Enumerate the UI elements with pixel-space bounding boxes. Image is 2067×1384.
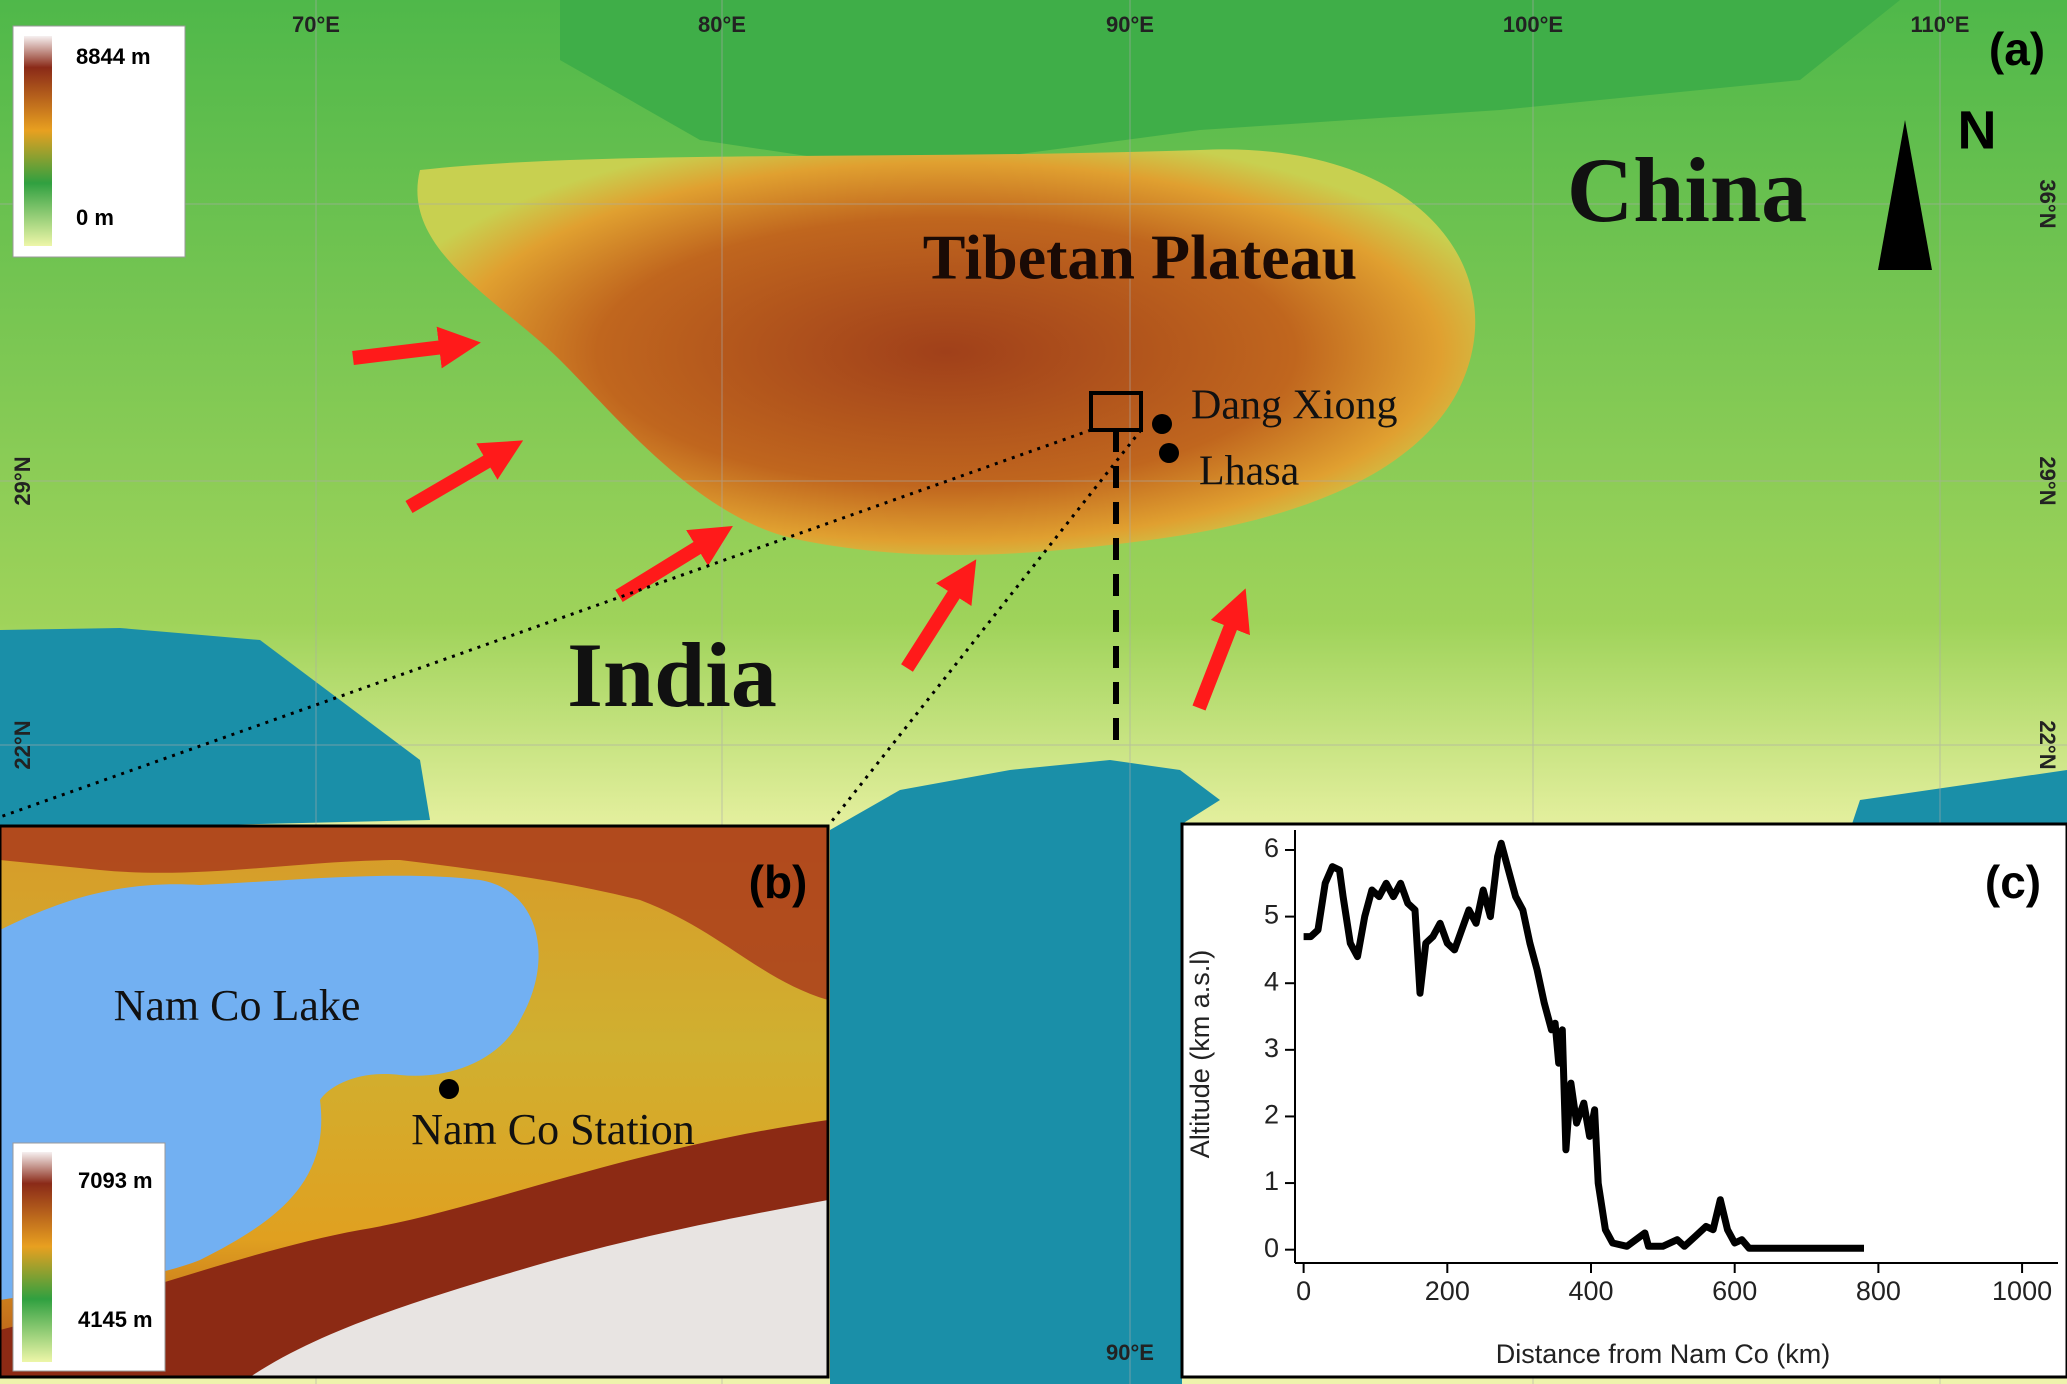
station-dot (1152, 414, 1172, 434)
lon-label: 90°E (1106, 12, 1154, 37)
place-label: India (567, 624, 777, 726)
legend-label: 4145 m (78, 1307, 153, 1332)
lat-label: 29°N (2035, 456, 2060, 505)
ocean (0, 628, 430, 830)
panel-label: (a) (1989, 23, 2045, 75)
legend-label: 0 m (76, 205, 114, 230)
x-tick-label: 200 (1425, 1276, 1470, 1306)
zoom-line (0, 428, 1092, 819)
ocean (830, 760, 1220, 1384)
legend-label: 8844 m (76, 44, 151, 69)
lon-label: 80°E (698, 12, 746, 37)
panel-label: (b) (749, 856, 808, 908)
lake-label: Nam Co Lake (114, 981, 361, 1030)
lon-label: 70°E (292, 12, 340, 37)
ocean (1850, 770, 2067, 830)
lat-label: 29°N (10, 456, 35, 505)
legend-ramp (24, 36, 52, 246)
y-tick-label: 3 (1264, 1033, 1279, 1063)
y-tick-label: 2 (1264, 1100, 1279, 1130)
panel-label: (c) (1985, 856, 2041, 908)
lon-label: 100°E (1503, 12, 1563, 37)
x-tick-label: 400 (1568, 1276, 1613, 1306)
y-tick-label: 1 (1264, 1166, 1279, 1196)
north-arrow (1878, 120, 1932, 270)
y-axis-label: Altitude (km a.s.l) (1185, 950, 1215, 1159)
lat-label: 36°N (2035, 179, 2060, 228)
y-tick-label: 0 (1264, 1233, 1279, 1263)
monsoon-arrows (352, 326, 1250, 711)
station-label: Dang Xiong (1191, 383, 1397, 429)
legend-ramp (22, 1152, 52, 1362)
x-tick-label: 1000 (1992, 1276, 2052, 1306)
lat-label: 22°N (2035, 720, 2060, 769)
legend-label: 7093 m (78, 1168, 153, 1193)
station-dot (439, 1079, 459, 1099)
x-tick-label: 600 (1712, 1276, 1757, 1306)
north-label: N (1958, 100, 1997, 160)
station-label: Nam Co Station (411, 1105, 695, 1154)
zoom-line (826, 429, 1143, 827)
y-tick-label: 5 (1264, 900, 1279, 930)
y-tick-label: 6 (1264, 833, 1279, 863)
profile-line (1303, 839, 1864, 1252)
basin (560, 0, 1900, 170)
inset-c (1180, 822, 2067, 1379)
station-dot (1159, 443, 1179, 463)
station-label: Lhasa (1199, 449, 1300, 495)
x-tick-label: 0 (1296, 1276, 1311, 1306)
lat-label: 22°N (10, 720, 35, 769)
plateau-relief (417, 149, 1476, 556)
lon-label: 90°E (1106, 1340, 1154, 1365)
x-tick-label: 800 (1856, 1276, 1901, 1306)
y-tick-label: 4 (1264, 966, 1279, 996)
x-axis-label: Distance from Nam Co (km) (1496, 1339, 1831, 1369)
lon-label: 110°E (1911, 12, 1970, 37)
place-label: China (1567, 139, 1807, 241)
place-label: Tibetan Plateau (923, 222, 1357, 293)
